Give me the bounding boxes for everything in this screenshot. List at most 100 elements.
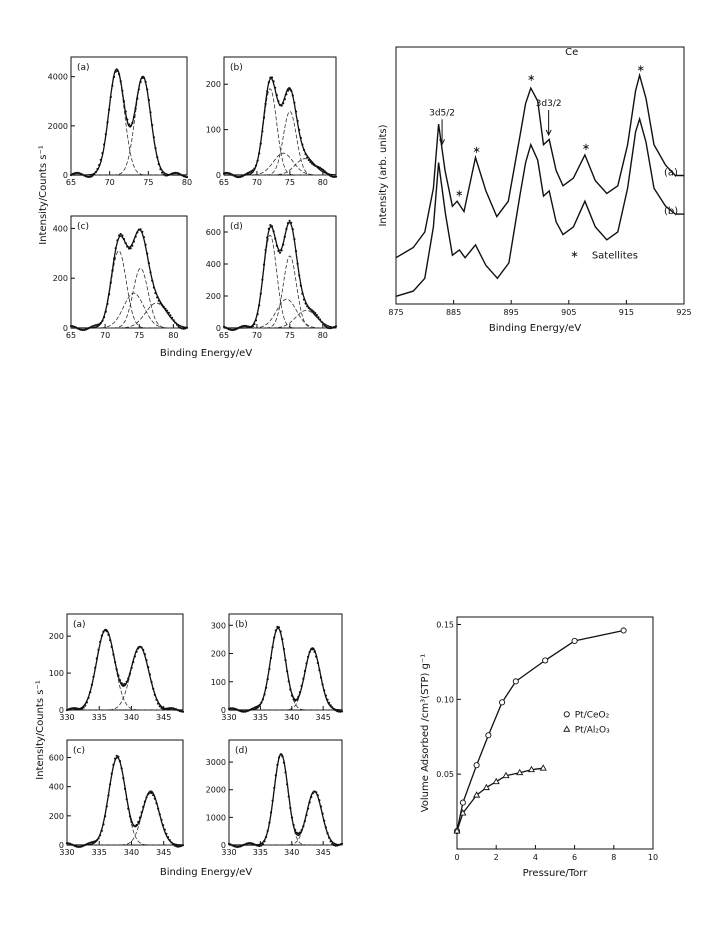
data-point xyxy=(318,166,322,169)
data-point xyxy=(321,683,324,686)
data-point xyxy=(123,787,127,790)
data-point xyxy=(126,118,129,121)
data-point xyxy=(152,794,155,797)
data-point xyxy=(160,818,163,822)
data-point xyxy=(107,794,110,797)
data-point xyxy=(169,173,172,176)
data-point xyxy=(269,656,273,660)
data-point xyxy=(167,311,170,314)
data-point xyxy=(144,243,147,246)
data-point xyxy=(115,754,118,757)
data-point xyxy=(334,175,338,178)
circle-marker xyxy=(571,637,578,644)
data-point xyxy=(172,319,175,322)
data-point xyxy=(113,75,116,78)
data-point xyxy=(99,321,102,325)
data-point xyxy=(180,844,183,848)
data-point xyxy=(152,136,155,139)
data-point xyxy=(167,836,170,839)
data-point xyxy=(322,168,325,172)
data-point xyxy=(281,638,284,641)
x-tick-label: 8 xyxy=(611,853,616,862)
data-point xyxy=(107,633,110,636)
x-tick-label: 80 xyxy=(182,178,192,187)
data-point xyxy=(285,93,288,96)
data-point xyxy=(243,173,246,176)
data-point xyxy=(302,298,306,301)
data-point xyxy=(102,823,105,826)
data-point xyxy=(315,655,318,658)
data-point xyxy=(232,707,235,710)
data-point xyxy=(294,828,297,832)
data-point xyxy=(329,704,332,707)
data-point xyxy=(73,172,76,175)
legend-circle xyxy=(563,711,570,718)
data-point xyxy=(290,221,293,224)
y-tick-label: 0.15 xyxy=(436,620,454,629)
x-tick-label: 70 xyxy=(100,331,110,340)
data-point xyxy=(275,94,278,97)
data-point xyxy=(159,302,162,305)
x-tick-label: 340 xyxy=(124,713,139,722)
y-tick-label: 0 xyxy=(216,324,221,333)
data-point xyxy=(312,163,315,166)
triangle-marker xyxy=(482,783,490,791)
y-tick-label: 200 xyxy=(49,812,64,821)
data-point xyxy=(277,100,280,103)
data-point xyxy=(158,813,161,816)
data-point xyxy=(118,73,121,76)
data-point xyxy=(282,243,285,246)
circle-marker xyxy=(485,732,492,739)
data-point xyxy=(153,797,156,800)
data-point xyxy=(268,667,271,671)
data-point xyxy=(153,693,156,696)
data-point xyxy=(161,171,164,174)
data-point xyxy=(267,227,270,230)
x-tick-label: 65 xyxy=(219,178,229,187)
data-point xyxy=(282,761,285,764)
y-tick-label: 600 xyxy=(49,754,64,763)
data-point xyxy=(292,698,295,701)
x-tick-label: 65 xyxy=(66,178,76,187)
data-point xyxy=(326,172,330,176)
data-point xyxy=(287,795,290,798)
data-point xyxy=(261,698,264,701)
data-point xyxy=(272,230,275,233)
data-point xyxy=(253,167,256,170)
data-point xyxy=(291,94,294,97)
data-point xyxy=(302,677,305,680)
data-point xyxy=(284,659,287,662)
x-tick-label: 75 xyxy=(285,331,295,340)
data-point xyxy=(155,698,158,701)
data-point xyxy=(102,630,105,633)
data-point xyxy=(256,313,259,316)
data-point xyxy=(164,307,167,310)
legend-text: Pt/CeO₂ xyxy=(575,710,610,720)
data-point xyxy=(277,249,280,253)
data-point xyxy=(112,763,115,766)
data-point xyxy=(177,172,180,175)
data-point xyxy=(230,328,234,332)
data-point xyxy=(116,239,119,242)
data-point xyxy=(166,309,169,312)
data-point xyxy=(261,278,264,281)
satellite-marker: ∗ xyxy=(637,63,645,74)
data-point xyxy=(274,237,277,240)
data-point xyxy=(255,705,258,709)
data-point xyxy=(237,176,240,179)
series-label: (a) xyxy=(664,168,678,179)
x-tick-label: 885 xyxy=(446,308,461,317)
y-axis-label: Volume Adsorbed /cm³(STP) g⁻¹ xyxy=(420,654,431,813)
data-point xyxy=(324,694,327,697)
component-peak xyxy=(224,234,336,329)
data-point xyxy=(150,791,153,795)
data-point xyxy=(127,677,130,680)
triangle-marker xyxy=(539,764,547,771)
data-point xyxy=(329,840,332,843)
data-point xyxy=(282,647,285,651)
data-point xyxy=(296,119,299,122)
data-point xyxy=(134,235,137,238)
satellite-marker: ∗ xyxy=(455,189,463,200)
data-point xyxy=(294,110,298,113)
